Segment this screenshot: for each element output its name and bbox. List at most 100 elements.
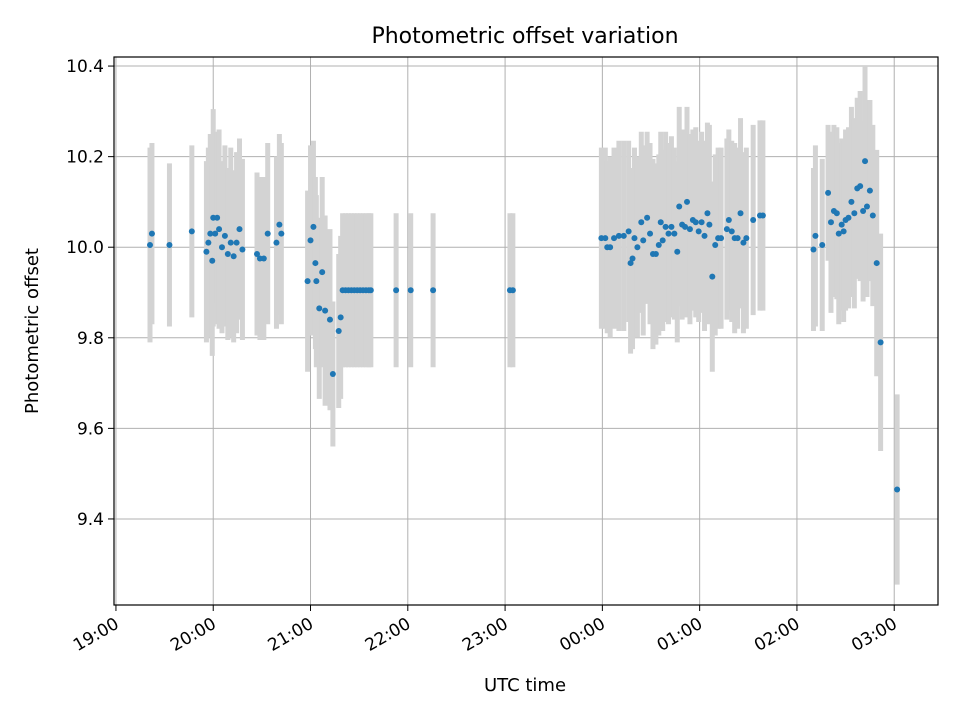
data-point	[851, 210, 858, 217]
data-point	[659, 237, 666, 244]
y-tick-label: 10.4	[66, 57, 104, 77]
data-point	[845, 214, 852, 221]
data-point	[698, 219, 705, 226]
data-point	[326, 316, 333, 323]
data-point	[695, 228, 702, 235]
data-point	[862, 158, 869, 165]
data-point	[631, 235, 638, 242]
data-point	[146, 241, 153, 248]
data-point	[827, 219, 834, 226]
data-point	[734, 235, 741, 242]
data-point	[611, 235, 618, 242]
data-point	[686, 226, 693, 233]
data-point	[647, 230, 654, 237]
data-point	[723, 226, 730, 233]
y-tick-label: 10.0	[66, 238, 104, 258]
data-point	[625, 228, 632, 235]
data-point	[236, 226, 243, 233]
data-point	[209, 257, 216, 264]
data-point	[894, 486, 901, 493]
data-point	[709, 273, 716, 280]
data-point	[337, 314, 344, 321]
data-point	[706, 221, 713, 228]
data-point	[335, 328, 342, 334]
data-point	[602, 235, 609, 242]
data-point	[316, 305, 323, 312]
data-point	[304, 278, 311, 285]
data-point	[216, 226, 223, 233]
data-point	[188, 228, 195, 235]
data-point	[873, 260, 880, 267]
data-point	[863, 203, 870, 210]
data-point	[644, 214, 651, 221]
data-point	[718, 235, 725, 242]
data-point	[310, 223, 317, 230]
data-point	[655, 241, 662, 248]
y-axis-ticks: 9.4 9.6 9.8 10.0 10.2 10.4	[66, 57, 114, 530]
data-point	[701, 232, 708, 239]
data-point	[627, 260, 634, 267]
data-point	[682, 223, 689, 230]
data-point	[866, 187, 873, 194]
data-point	[329, 371, 336, 378]
chart-title: Photometric offset variation	[371, 24, 678, 49]
data-point	[322, 307, 329, 314]
data-point	[692, 219, 699, 226]
data-point	[207, 230, 214, 237]
data-point	[278, 230, 285, 237]
data-point	[230, 253, 237, 260]
data-point	[254, 251, 261, 258]
data-point	[877, 339, 884, 346]
data-point	[313, 278, 320, 285]
data-point	[239, 246, 246, 253]
y-tick-label: 9.6	[77, 419, 104, 439]
data-point	[737, 210, 744, 217]
y-tick-label: 10.2	[66, 148, 104, 168]
data-point	[662, 223, 669, 230]
data-point	[273, 239, 280, 246]
data-point	[307, 237, 314, 244]
data-point	[869, 212, 876, 219]
y-axis-label: Photometric offset	[22, 248, 43, 414]
data-point	[657, 219, 664, 226]
data-point	[629, 255, 636, 262]
data-point	[221, 232, 228, 239]
data-point	[835, 230, 842, 237]
data-point	[620, 232, 627, 239]
data-point	[665, 230, 672, 237]
data-point	[668, 223, 675, 230]
data-point	[615, 232, 622, 239]
x-axis-label: UTC time	[484, 675, 566, 696]
data-point	[148, 230, 155, 237]
plot-area-frame	[113, 56, 939, 606]
data-point	[728, 228, 735, 235]
data-point	[367, 287, 374, 294]
data-point	[712, 241, 719, 248]
data-point	[264, 230, 271, 237]
data-point	[312, 260, 319, 267]
data-point	[607, 244, 614, 251]
data-point	[224, 251, 231, 258]
data-point	[704, 210, 711, 217]
data-point	[212, 230, 219, 237]
data-point	[848, 198, 855, 205]
data-point	[407, 287, 414, 294]
data-point	[825, 189, 832, 196]
data-point	[276, 221, 283, 228]
data-point	[218, 244, 225, 251]
data-point	[393, 287, 400, 294]
data-point	[819, 241, 826, 248]
data-points	[146, 158, 901, 493]
data-point	[166, 241, 173, 248]
y-tick-label: 9.8	[77, 329, 104, 349]
data-point	[857, 183, 864, 190]
data-point	[319, 269, 326, 276]
data-point	[638, 219, 645, 226]
data-point	[684, 198, 691, 205]
data-point	[833, 210, 840, 217]
data-point	[860, 207, 867, 214]
data-point	[743, 235, 750, 242]
data-point	[233, 239, 240, 246]
